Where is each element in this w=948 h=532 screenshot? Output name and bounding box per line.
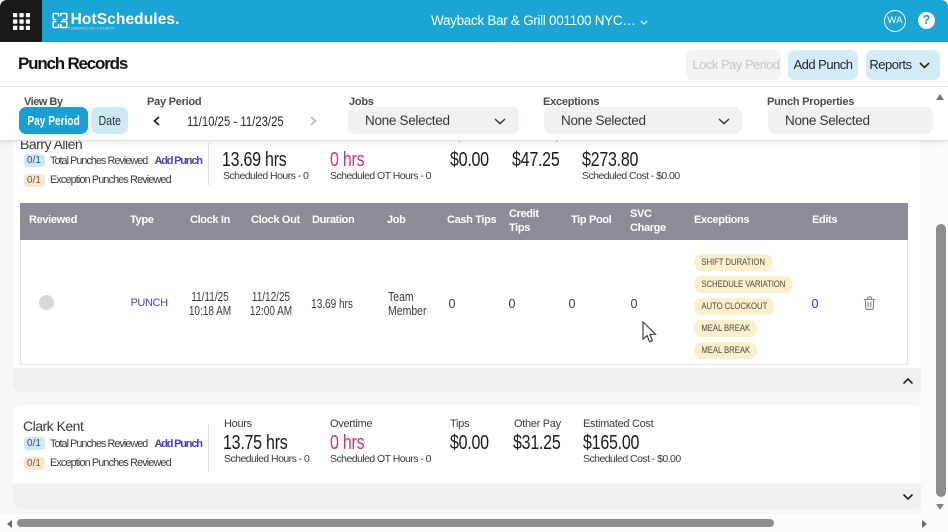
svg-text:POWERED BY FOURTH: POWERED BY FOURTH [68,27,114,31]
svg-text:HotSchedules.: HotSchedules. [71,12,180,28]
